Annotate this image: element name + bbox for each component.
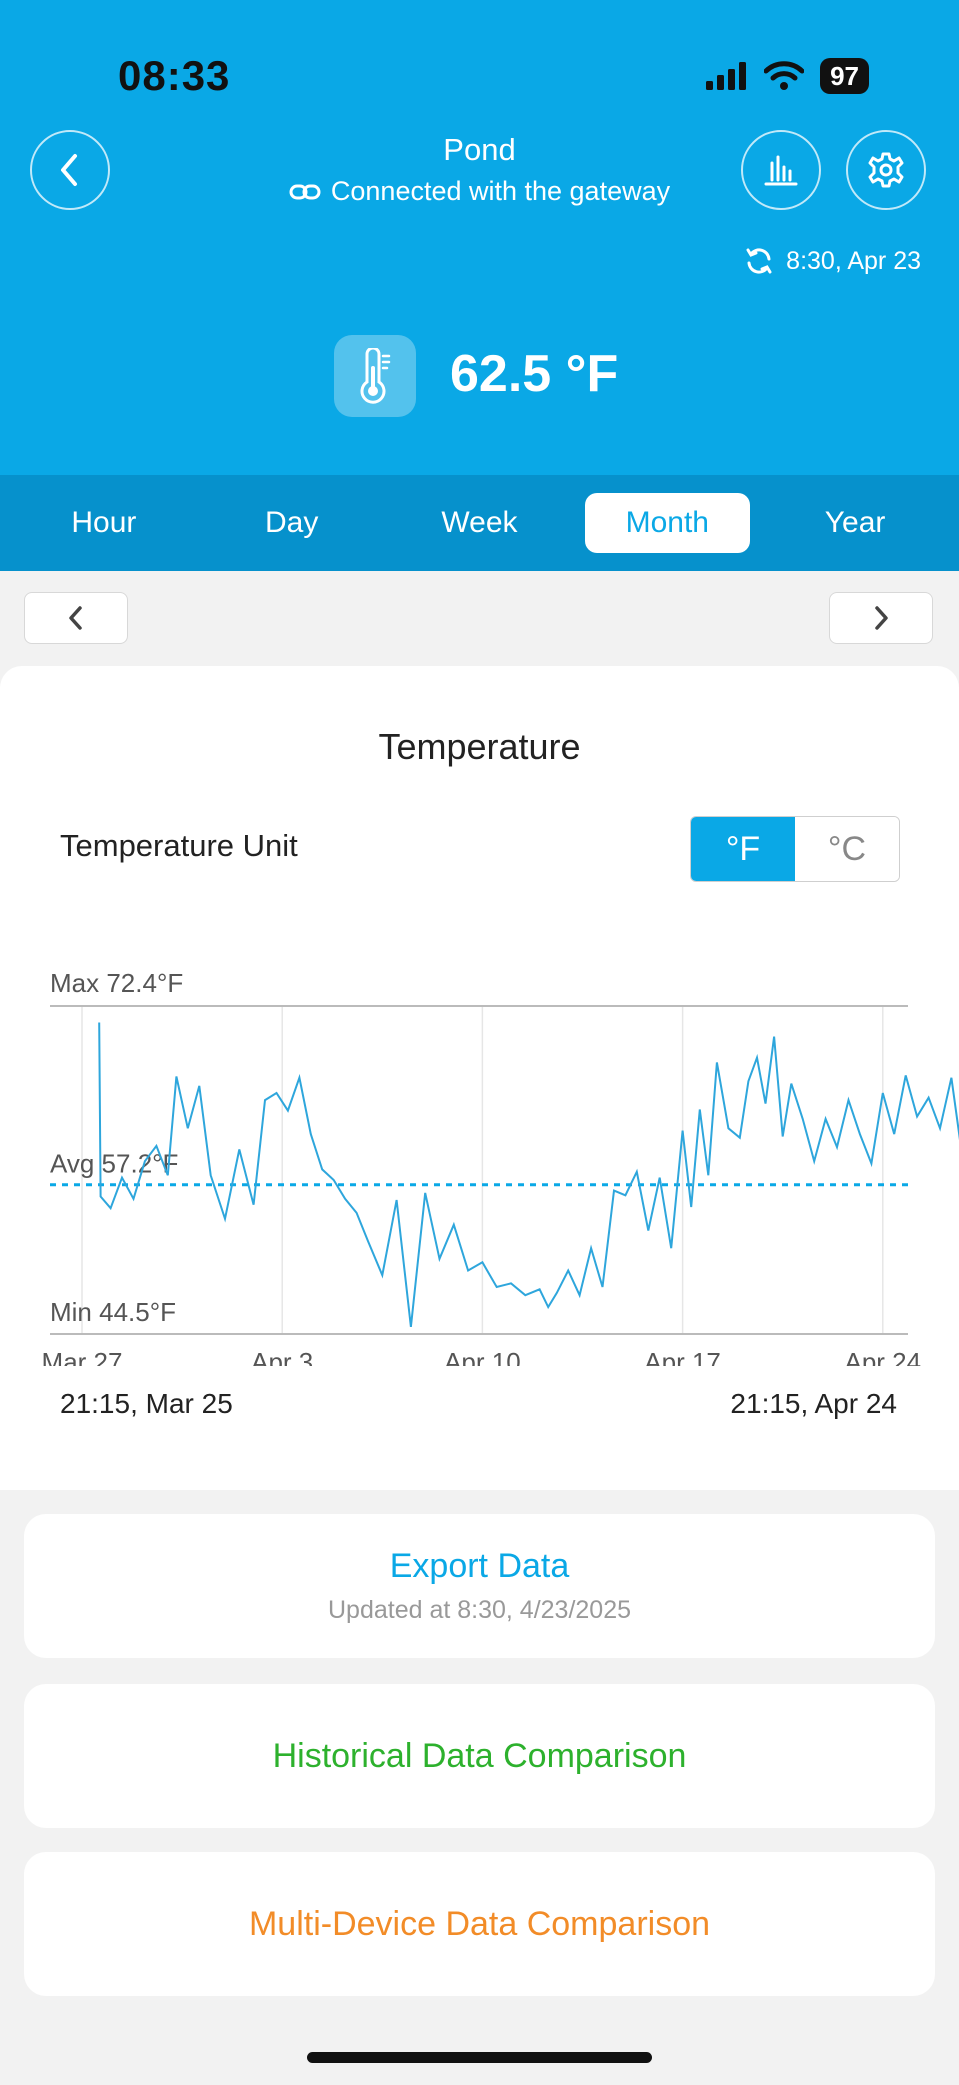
current-temperature: 62.5 °F — [450, 345, 619, 403]
export-data-label: Export Data — [389, 1547, 570, 1585]
chart-x-tick-label: Apr 3 — [251, 1347, 313, 1366]
wifi-icon — [764, 61, 805, 90]
range-end: 21:15, Apr 24 — [730, 1388, 897, 1419]
device-title: Pond — [443, 132, 516, 167]
temperature-unit-label: Temperature Unit — [60, 828, 298, 863]
chart-title: Temperature — [378, 726, 581, 767]
last-sync-text: 8:30, Apr 23 — [786, 246, 921, 275]
chart-x-tick-label: Apr 24 — [844, 1347, 921, 1366]
tab-month[interactable]: Month — [584, 493, 750, 553]
unit-fahrenheit-button[interactable]: °F — [691, 817, 795, 881]
chevron-left-icon — [69, 606, 82, 630]
status-time: 08:33 — [118, 52, 231, 99]
temperature-card: Temperature Temperature Unit °F °C Max 7… — [0, 666, 959, 1490]
tab-hour[interactable]: Hour — [71, 506, 137, 539]
temperature-unit-toggle: °F °C — [690, 816, 900, 882]
bar-chart-icon — [764, 155, 798, 186]
chart-x-tick-label: Mar 27 — [42, 1347, 123, 1366]
chevron-right-icon — [875, 606, 888, 630]
status-icons: 97 — [704, 58, 869, 94]
last-sync: 8:30, Apr 23 — [744, 246, 921, 276]
chart-min-label: Min 44.5°F — [50, 1297, 176, 1327]
chart-series-line — [98, 1022, 959, 1328]
connection-status-text: Connected with the gateway — [330, 176, 671, 206]
multi-device-comparison-label: Multi-Device Data Comparison — [248, 1904, 711, 1943]
signal-icon — [706, 62, 747, 90]
chart-x-tick-label: Apr 10 — [444, 1347, 521, 1366]
connection-status: Connected with the gateway — [0, 176, 959, 207]
chart-avg-label: Avg 57.2°F — [50, 1149, 178, 1179]
chart-max-label: Max 72.4°F — [50, 968, 183, 998]
thermometer-icon — [360, 348, 391, 404]
tab-day[interactable]: Day — [265, 506, 319, 539]
back-button[interactable] — [30, 130, 110, 210]
header: 08:33 97 Pond Connected with the gateway — [0, 0, 959, 475]
unit-celsius-button[interactable]: °C — [795, 817, 899, 881]
tab-week[interactable]: Week — [441, 506, 518, 539]
previous-period-button[interactable] — [24, 592, 128, 644]
temperature-chart: Max 72.4°F Min 44.5°F Avg 57.2°F Mar 27 A… — [42, 968, 959, 1366]
chart-x-tick-label: Apr 17 — [644, 1347, 721, 1366]
gear-icon — [868, 152, 904, 188]
export-updated-text: Updated at 8:30, 4/23/2025 — [327, 1596, 632, 1624]
chart-button[interactable] — [741, 130, 821, 210]
next-period-button[interactable] — [829, 592, 933, 644]
export-data-button[interactable]: Export Data Updated at 8:30, 4/23/2025 — [24, 1514, 935, 1658]
thermometer-badge — [334, 335, 416, 417]
historical-comparison-button[interactable]: Historical Data Comparison — [24, 1684, 935, 1828]
range-start: 21:15, Mar 25 — [60, 1388, 233, 1419]
period-tabs: Hour Day Week Month Year — [0, 475, 959, 571]
historical-comparison-label: Historical Data Comparison — [272, 1736, 687, 1775]
chevron-left-icon — [61, 154, 77, 186]
link-icon — [289, 184, 321, 199]
multi-device-comparison-button[interactable]: Multi-Device Data Comparison — [24, 1852, 935, 1996]
settings-button[interactable] — [846, 130, 926, 210]
tab-year[interactable]: Year — [824, 506, 886, 539]
refresh-icon — [746, 248, 772, 274]
home-indicator — [307, 2052, 652, 2063]
battery-indicator: 97 — [820, 58, 869, 94]
